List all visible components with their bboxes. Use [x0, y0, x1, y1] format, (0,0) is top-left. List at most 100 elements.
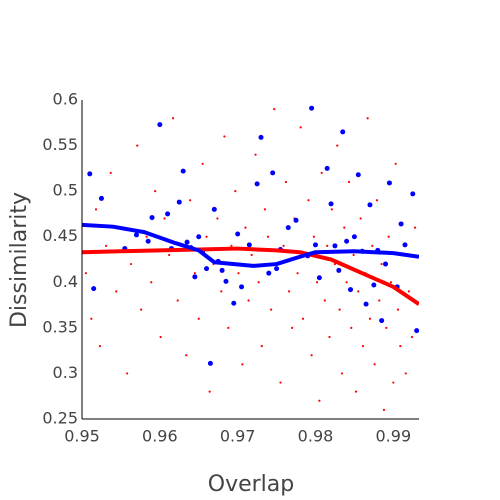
point [386, 180, 392, 186]
point [387, 235, 390, 238]
point [357, 290, 360, 293]
point [244, 226, 247, 229]
point [145, 238, 151, 244]
y-tick-label: 0.25 [42, 409, 78, 428]
point [171, 117, 175, 120]
point [392, 381, 395, 384]
point [220, 290, 223, 293]
point [223, 135, 226, 138]
point [273, 108, 276, 111]
point [211, 206, 217, 212]
point [239, 284, 245, 290]
point [90, 317, 93, 320]
point [363, 301, 369, 307]
point [338, 308, 341, 311]
point [361, 344, 365, 348]
point [285, 225, 291, 231]
y-tick-label: 0.55 [42, 135, 78, 154]
point [402, 242, 408, 248]
point [316, 275, 322, 281]
y-tick-label: 0.4 [53, 272, 78, 291]
point [383, 261, 389, 267]
point [234, 190, 237, 193]
point [385, 326, 388, 329]
point [149, 215, 155, 221]
point [254, 181, 260, 187]
point [348, 287, 354, 293]
point [241, 363, 244, 366]
point [258, 134, 264, 140]
point [347, 180, 351, 184]
point [189, 199, 192, 202]
point [354, 390, 358, 393]
point [310, 354, 313, 357]
point [344, 238, 350, 244]
point [328, 201, 334, 207]
point [246, 242, 252, 248]
point [309, 105, 315, 111]
point [176, 199, 182, 205]
point [396, 308, 400, 311]
point [399, 344, 402, 348]
point [312, 242, 318, 248]
y-tick-label: 0.35 [42, 317, 78, 336]
point [323, 299, 326, 302]
point [345, 281, 348, 284]
point [192, 274, 198, 280]
point [193, 272, 196, 275]
y-tick-label: 0.5 [53, 181, 78, 200]
point [380, 262, 383, 266]
point [136, 144, 139, 147]
point [282, 244, 285, 247]
point [205, 235, 208, 238]
point [274, 266, 280, 272]
point [163, 217, 166, 220]
point [150, 281, 153, 284]
point [366, 117, 369, 120]
point [336, 267, 342, 273]
point [351, 234, 357, 240]
point [332, 243, 338, 249]
point [230, 244, 233, 247]
point [279, 381, 282, 384]
point [340, 129, 346, 135]
point [312, 235, 316, 238]
point [219, 267, 225, 273]
point [404, 372, 407, 375]
point [157, 122, 163, 128]
point [287, 290, 291, 293]
point [368, 317, 372, 320]
point [291, 326, 294, 329]
y-axis-title: Dissimilarity [7, 192, 32, 328]
point [410, 191, 416, 197]
point [257, 281, 260, 284]
point [373, 363, 376, 366]
x-tick-label: 0.96 [142, 427, 178, 446]
point [340, 372, 344, 375]
point [389, 281, 393, 284]
point [105, 244, 108, 247]
trend-line [82, 222, 419, 268]
point [84, 272, 87, 275]
point [355, 172, 361, 178]
point [180, 168, 186, 174]
x-tick-label: 0.97 [220, 427, 256, 446]
point [87, 171, 93, 177]
point [336, 144, 339, 147]
point [270, 308, 273, 311]
plot-area [82, 105, 419, 411]
point [299, 126, 302, 129]
point [284, 180, 288, 184]
point [367, 202, 373, 208]
point [98, 195, 104, 201]
point [94, 208, 98, 211]
point [126, 372, 129, 375]
point [197, 317, 200, 320]
point [378, 299, 381, 302]
point [185, 354, 188, 357]
point [231, 300, 237, 306]
point [328, 335, 331, 339]
point [91, 286, 97, 292]
point [263, 208, 266, 211]
